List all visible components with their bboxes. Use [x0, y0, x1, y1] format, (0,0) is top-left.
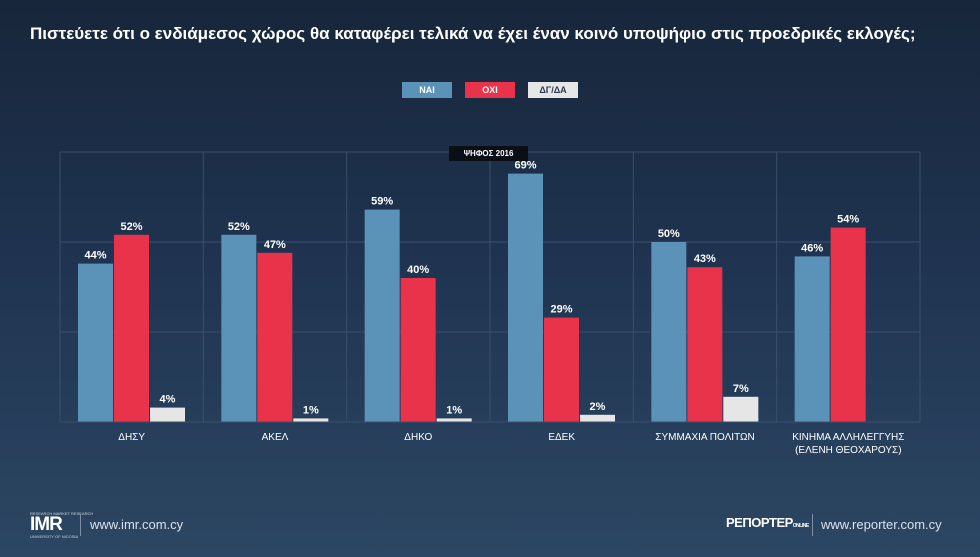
- category-label: ΕΔΕΚ: [548, 432, 575, 443]
- data-label: 50%: [658, 228, 680, 240]
- data-label: 46%: [801, 242, 823, 254]
- reporter-website-link[interactable]: www.reporter.com.cy: [821, 517, 942, 532]
- data-label: 44%: [84, 250, 106, 262]
- bar-dgda: [150, 407, 185, 422]
- category-label: ΑΚΕΛ: [262, 432, 289, 443]
- chart-title: Πιστεύετε ότι ο ενδιάμεσος χώρος θα κατα…: [30, 24, 916, 43]
- imr-website-link[interactable]: www.imr.com.cy: [90, 517, 184, 532]
- legend-item-dgda: ΔΓ/ΔΑ: [528, 82, 578, 98]
- imr-logo-mark: IMR: [30, 514, 63, 535]
- bar-chart: 44% 52% 59% 69% 50% 46% 52% 47% 40% 29% 43% 54% 4% 1%…: [59, 151, 921, 456]
- bar-oxi: [257, 252, 293, 422]
- data-label: 47%: [264, 239, 286, 251]
- bar-nai: [364, 209, 400, 422]
- reporter-logo: ΡΕΠΟΡΤΕΡONLINE: [726, 515, 809, 530]
- data-label: 2%: [590, 401, 606, 413]
- bar-nai: [794, 256, 830, 422]
- bar-nai: [651, 242, 687, 422]
- footer-divider: [80, 514, 81, 536]
- bar-oxi: [114, 234, 149, 422]
- bar-nai: [221, 234, 257, 422]
- data-label: 4%: [160, 394, 176, 406]
- data-label: 52%: [228, 221, 250, 233]
- data-label: 29%: [550, 304, 572, 316]
- reporter-logo-text: ΡΕΠΟΡΤΕΡ: [726, 515, 793, 530]
- category-label: ΔΗΣΥ: [118, 432, 145, 443]
- bar-nai: [508, 173, 543, 422]
- data-label: 40%: [407, 264, 429, 276]
- footer-divider: [812, 514, 813, 536]
- reporter-logo-sub: ONLINE: [792, 523, 809, 529]
- bar-dgda: [580, 414, 615, 422]
- data-label: 54%: [837, 214, 859, 226]
- data-label: 69%: [514, 160, 536, 172]
- bar-oxi: [687, 267, 723, 422]
- data-label: 1%: [446, 404, 462, 416]
- imr-logo: RESEARCH MARKET RESEARCH IMR UNIVERSITY …: [30, 511, 93, 539]
- bar-dgda: [293, 418, 329, 422]
- category-label: ΚΙΝΗΜΑ ΑΛΛΗΛΕΓΓΥΗΣ: [792, 432, 904, 443]
- legend-item-oxi: ΟΧΙ: [465, 82, 515, 98]
- vote-2016-badge: ΨΗΦΟΣ 2016: [449, 146, 528, 161]
- category-label: ΣΥΜΜΑΧΙΑ ΠΟΛΙΤΩΝ: [655, 432, 754, 443]
- bar-oxi: [400, 278, 436, 422]
- chart-legend: ΝΑΙ ΟΧΙ ΔΓ/ΔΑ: [0, 82, 980, 98]
- data-label: 59%: [371, 196, 393, 208]
- data-label: 52%: [120, 221, 142, 233]
- footer-reporter: ΡΕΠΟΡΤΕΡONLINE www.reporter.com.cy: [726, 511, 956, 539]
- bar-dgda: [723, 396, 759, 422]
- legend-item-nai: ΝΑΙ: [402, 82, 452, 98]
- imr-logo-bottom-text: UNIVERSITY OF NICOSIA: [30, 534, 79, 539]
- data-label: 43%: [694, 253, 716, 265]
- imr-logo-top-text: RESEARCH MARKET RESEARCH: [30, 511, 94, 516]
- category-label: (ΕΛΕΝΗ ΘΕΟΧΑΡΟΥΣ): [795, 445, 901, 456]
- category-label: ΔΗΚΟ: [404, 432, 432, 443]
- data-label: 1%: [303, 404, 319, 416]
- bar-oxi: [830, 227, 866, 422]
- data-label: 7%: [733, 383, 749, 395]
- bar-oxi: [544, 317, 579, 422]
- bar-dgda: [436, 418, 472, 422]
- bar-nai: [78, 263, 113, 422]
